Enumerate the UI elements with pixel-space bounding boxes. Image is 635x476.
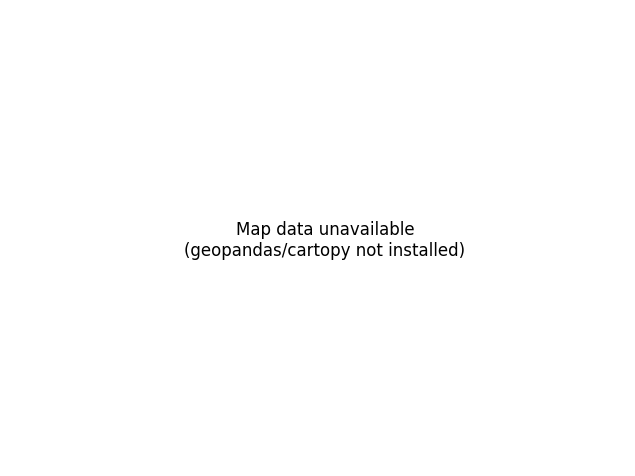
- Text: Map data unavailable
(geopandas/cartopy not installed): Map data unavailable (geopandas/cartopy …: [185, 221, 465, 260]
